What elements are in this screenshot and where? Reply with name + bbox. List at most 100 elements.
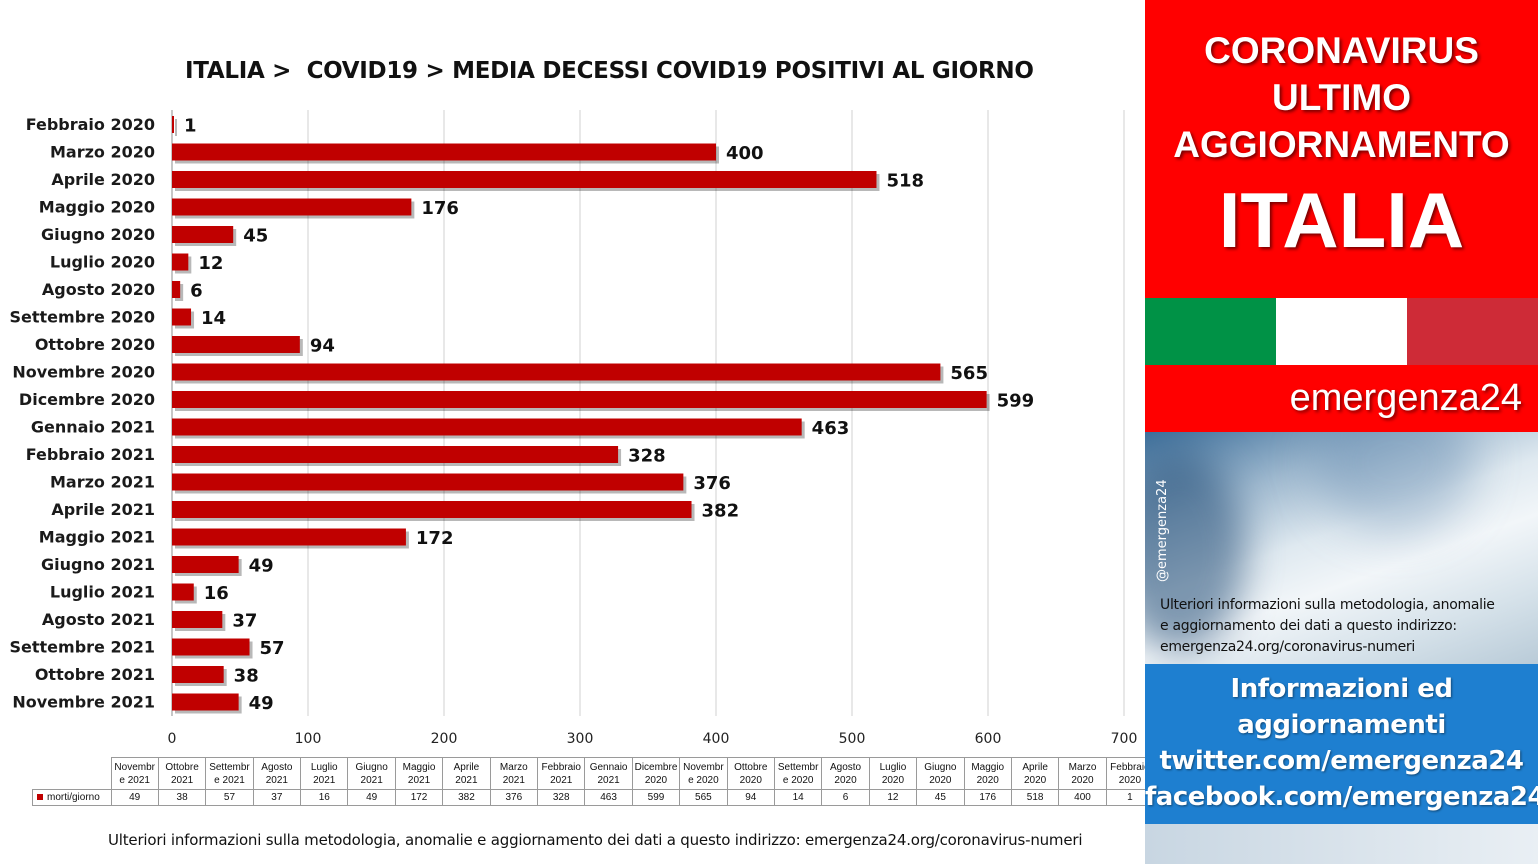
header-banner: CORONAVIRUS ULTIMO AGGIORNAMENTO ITALIA [1145, 0, 1538, 298]
italian-flag [1145, 298, 1538, 365]
methodology-line: Ulteriori informazioni sulla metodologia… [1160, 597, 1495, 613]
table-header-cell: Ottobre 2020 [726, 757, 775, 790]
brand-name: emergenza24 [1289, 377, 1522, 419]
bar [172, 611, 223, 628]
y-tick-label: Giugno 2021 [41, 555, 155, 574]
table-cell: 463 [584, 789, 633, 806]
data-label: 57 [260, 638, 285, 659]
bar [172, 418, 802, 436]
table-cell: 6 [821, 789, 870, 806]
contact-box: Informazioni ed aggiornamenti twitter.co… [1145, 664, 1538, 824]
flag-white-stripe [1276, 298, 1407, 365]
y-tick-label: Luglio 2020 [50, 253, 155, 272]
y-tick-label: Dicembre 2020 [19, 390, 155, 409]
bar [172, 198, 412, 216]
methodology-note: Ulteriori informazioni sulla metodologia… [1160, 595, 1530, 658]
chart-title: ITALIA > COVID19 > MEDIA DECESSI COVID19… [185, 58, 1034, 84]
y-tick-label: Novembre 2021 [12, 693, 155, 712]
country-title: ITALIA [1218, 176, 1465, 264]
data-label: 176 [421, 198, 459, 219]
data-label: 328 [628, 446, 666, 467]
data-label: 16 [204, 583, 229, 604]
y-tick-label: Aprile 2020 [51, 170, 155, 189]
bar [172, 693, 239, 711]
table-cell: 49 [110, 789, 159, 806]
y-tick-label: Aprile 2021 [51, 500, 155, 519]
facebook-link[interactable]: facebook.com/emergenza24 [1145, 782, 1538, 812]
footer-note: Ulteriori informazioni sulla metodologia… [108, 831, 1083, 849]
header-line-3: AGGIORNAMENTO [1173, 124, 1510, 165]
bar [172, 391, 987, 408]
y-tick-label: Maggio 2020 [39, 198, 155, 217]
data-label: 49 [249, 693, 274, 714]
y-tick-label: Settembre 2020 [10, 308, 156, 327]
table-cell: 16 [300, 789, 349, 806]
table-cell: 328 [537, 789, 586, 806]
contact-line-2: aggiornamenti [1237, 710, 1446, 740]
header-line-2: ULTIMO [1271, 77, 1412, 118]
bar [172, 143, 716, 161]
table-cell: 400 [1058, 789, 1107, 806]
bar [172, 308, 192, 326]
bar [172, 446, 619, 463]
table-cell: 176 [963, 789, 1012, 806]
bar [172, 666, 224, 683]
table-header-cell: Agosto 2020 [821, 757, 870, 790]
bar [172, 583, 194, 601]
table-cell: 518 [1010, 789, 1060, 806]
x-tick-label: 600 [975, 731, 1002, 747]
table-header-cell: Giugno 2020 [916, 757, 965, 790]
flag-red-stripe [1407, 298, 1538, 365]
table-cell: 382 [442, 789, 491, 806]
x-tick-label: 700 [1111, 731, 1138, 747]
flag-green-stripe [1145, 298, 1276, 365]
table-row: morti/giorno 49 38 57 37 16 49 172 382 376 328 463 5… [32, 789, 1155, 806]
table-cell: 14 [773, 789, 823, 806]
y-tick-label: Gennaio 2021 [31, 418, 155, 437]
table-header-cell: Settembr e 2021 [205, 757, 254, 790]
data-label: 400 [726, 143, 764, 164]
bar [172, 501, 692, 518]
data-label: 6 [190, 281, 203, 302]
data-label: 172 [416, 528, 454, 549]
x-tick-label: 100 [295, 731, 322, 747]
y-tick-label: Agosto 2021 [42, 610, 155, 629]
data-table: Novembr e 2021 Ottobre 2021 Settembr e 202… [32, 757, 1155, 806]
x-tick-label: 400 [703, 731, 730, 747]
table-header-cell: Dicembre 2020 [631, 757, 681, 790]
table-header-cell: Marzo 2020 [1058, 757, 1107, 790]
table-cell: 172 [394, 789, 444, 806]
x-tick-label: 500 [839, 731, 866, 747]
table-header-cell: Gennaio 2021 [584, 757, 633, 790]
table-cell: 38 [157, 789, 207, 806]
legend-label: morti/giorno [47, 792, 100, 803]
data-label: 1 [184, 116, 197, 137]
bar [172, 556, 239, 573]
table-header-cell: Maggio 2020 [963, 757, 1012, 790]
y-tick-label: Marzo 2020 [50, 143, 155, 162]
y-tick-label: Giugno 2020 [41, 225, 155, 244]
bar [172, 473, 684, 491]
table-cell: 376 [489, 789, 539, 806]
data-label: 94 [310, 336, 335, 357]
chart-area: ITALIA > COVID19 > MEDIA DECESSI COVID19… [9, 58, 1155, 849]
data-label: 599 [997, 391, 1035, 412]
data-label: 37 [232, 611, 257, 632]
table-corner [33, 758, 112, 790]
legend-swatch [37, 794, 43, 801]
table-cell: 49 [347, 789, 396, 806]
y-tick-label: Ottobre 2021 [35, 665, 155, 684]
table-header-cell: Aprile 2020 [1010, 757, 1060, 790]
table-header-cell: Aprile 2021 [442, 757, 491, 790]
bar-shadow [175, 119, 177, 136]
contact-line-1: Informazioni ed [1230, 674, 1453, 704]
table-header-cell: Novembr e 2020 [679, 757, 728, 790]
background-photo: @emergenza24 Ulteriori informazioni sull… [1145, 432, 1538, 664]
x-tick-label: 200 [431, 731, 458, 747]
table-cell: 12 [868, 789, 918, 806]
twitter-link[interactable]: twitter.com/emergenza24 [1159, 746, 1524, 776]
table-cell: 45 [916, 789, 965, 806]
methodology-link[interactable]: emergenza24.org/coronavirus-numeri [1160, 639, 1415, 655]
table-header-cell: Ottobre 2021 [157, 757, 207, 790]
table-header-cell: Febbraio 2021 [537, 757, 586, 790]
